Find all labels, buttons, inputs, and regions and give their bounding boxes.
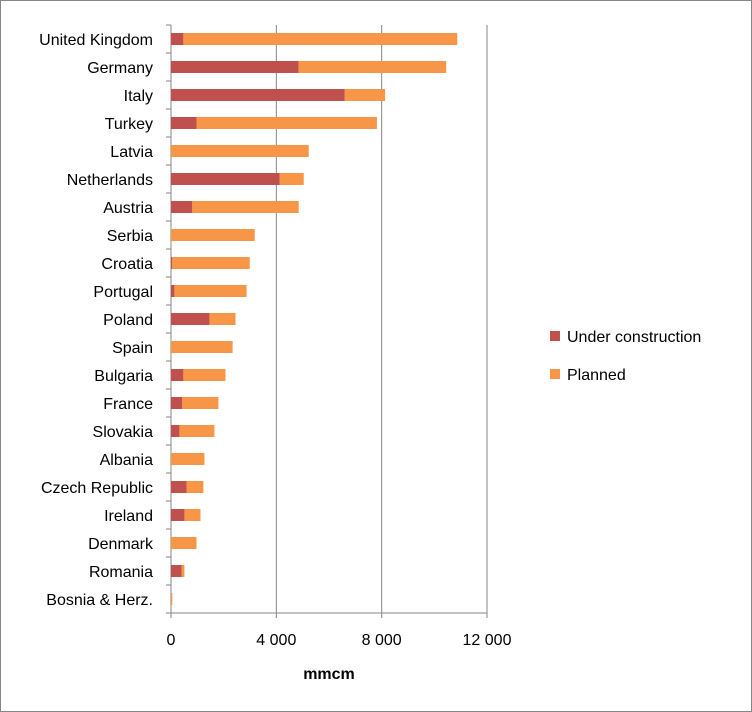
bar-planned [184,509,201,521]
bar-planned [181,565,185,577]
x-tick-label: 0 [167,632,176,649]
bar-under-construction [171,61,299,73]
bar-planned [183,33,458,45]
bar-under-construction [171,369,184,381]
bar-planned [172,257,250,269]
bar-under-construction [171,201,193,213]
category-label: France [103,396,153,413]
bar-under-construction [171,33,184,45]
bar-planned [279,173,304,185]
bar-under-construction [171,89,345,101]
bar-under-construction [171,481,187,493]
bar-planned [171,537,197,549]
bar-under-construction [171,565,182,577]
bar-planned [344,89,386,101]
x-axis-title: mmcm [303,666,355,683]
legend-swatch [550,331,560,341]
category-label: Ireland [104,508,153,525]
category-label: Germany [87,60,153,77]
bar-planned [192,201,299,213]
bar-planned [171,229,255,241]
bar-under-construction [171,173,280,185]
category-label: Italy [124,88,153,105]
category-label: Czech Republic [41,480,153,497]
category-label: Poland [103,312,153,329]
category-label: Turkey [105,116,153,133]
bar-under-construction [171,117,197,129]
bar-planned [171,145,309,157]
category-label: Spain [112,340,153,357]
bar-planned [174,285,247,297]
bar-planned [209,313,236,325]
category-label: Slovakia [93,424,154,441]
x-tick-label: 12 000 [463,632,512,649]
x-tick-label: 4 000 [256,632,296,649]
bar-planned [171,453,205,465]
legend-label: Under construction [567,329,701,346]
legend-label: Planned [567,367,626,384]
bar-under-construction [171,425,180,437]
bar-planned [183,369,226,381]
category-label: Romania [89,564,153,581]
category-label: Albania [100,452,153,469]
category-label: Croatia [101,256,153,273]
bar-planned [182,397,219,409]
bar-planned [171,593,173,605]
category-label: Austria [103,200,153,217]
legend-swatch [550,369,560,379]
bar-under-construction [171,509,185,521]
bar-under-construction [171,397,183,409]
bar-under-construction [171,313,210,325]
category-label: Serbia [107,228,153,245]
bar-planned [171,341,233,353]
bar-under-construction [171,257,173,269]
category-label: Netherlands [67,172,153,189]
bar-planned [298,61,447,73]
category-label: Portugal [93,284,153,301]
bar-planned [179,425,215,437]
bar-under-construction [171,285,175,297]
category-label: United Kingdom [39,32,153,49]
bar-planned [196,117,377,129]
bar-planned [186,481,204,493]
category-label: Latvia [110,144,153,161]
x-tick-label: 8 000 [362,632,402,649]
category-label: Bosnia & Herz. [46,592,153,609]
category-label: Denmark [88,536,154,553]
category-label: Bulgaria [94,368,153,385]
